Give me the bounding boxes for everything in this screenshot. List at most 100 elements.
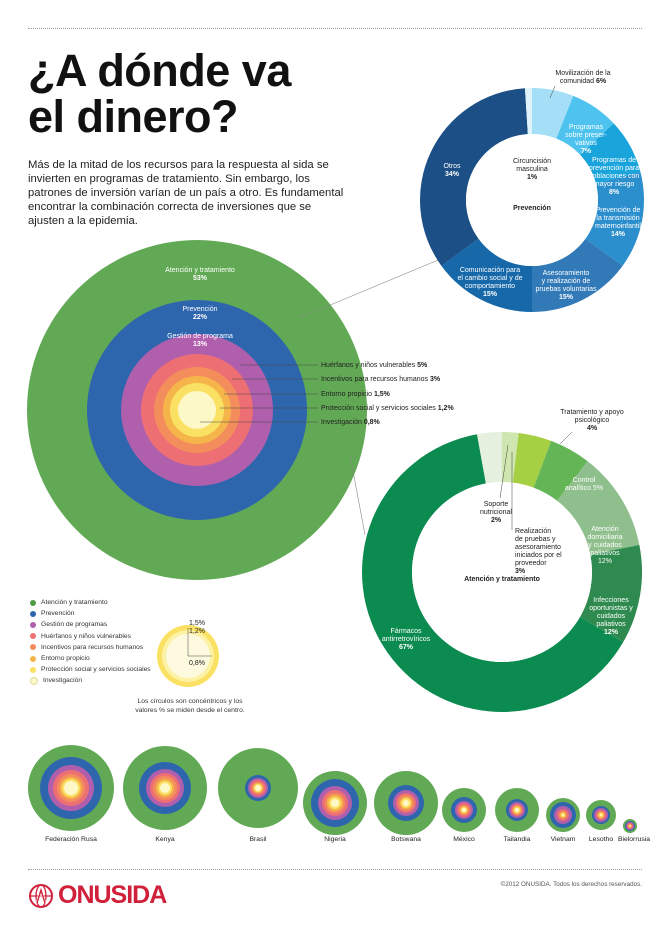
top-divider [28,28,642,29]
legend-item: Investigación [30,675,190,686]
legend: Atención y tratamiento Prevención Gestió… [30,597,190,687]
prevencion-slice-7 [524,88,532,135]
country-0-ring-7 [64,781,78,795]
legend-item: Entorno propicio [30,653,190,664]
svg-text:paliativos: paliativos [590,550,620,557]
prev-label-comunicacion: Comunicación para [460,267,520,274]
ring-investigacion [178,391,216,429]
prev-label-poblaciones: Programas de [592,157,636,164]
svg-text:maternoinfantil: maternoinfantil [595,223,641,230]
ring-label-atencion: Atención y tratamiento [165,267,235,274]
svg-text:la transmisión: la transmisión [596,215,639,222]
callout-incentivos: Incentivos para recursos humanos 3% [321,376,441,383]
legend-item: Prevención [30,608,190,619]
svg-text:de pruebas y: de pruebas y [515,536,556,543]
title-line-2: el dinero? [28,91,239,142]
prevencion-slice-5 [441,238,532,312]
legend-dot [30,655,36,662]
country-7-ring-7 [562,814,564,816]
aten-label-psicologico: Tratamiento y apoyo [560,409,624,416]
aten-label-control: Control [573,477,596,484]
aten-label-nutricional: Soporte [484,501,509,508]
callout-investigacion: Investigación 0,8% [321,419,381,426]
aten-label-infecciones: Infecciones [593,597,629,604]
svg-text:poblaciones con: poblaciones con [589,173,640,180]
legend-item: Incentivos para recursos humanos [30,642,190,653]
country-label: Vietnam [550,836,576,843]
country-4-ring-7 [403,800,409,806]
callout-entorno: Entorno propicio 1,5% [321,391,391,398]
prev-label-movilizacion-2: comunidad 6% [560,78,607,85]
callout-huerfanos: Huérfanos y niños vulnerables 5% [321,362,428,369]
prev-label-preservativos: Programas [569,124,604,131]
leader-movilizacion [549,85,556,99]
atencion-slice-1 [512,433,552,488]
svg-text:analítico 5%: analítico 5% [565,485,603,492]
svg-text:oportunistas y: oportunistas y [589,605,633,612]
logo-text: ONUSIDA [58,881,167,909]
legend-dot [30,633,36,640]
country-circles [28,745,637,835]
connector-prevencion [298,257,444,319]
svg-text:2%: 2% [491,517,502,524]
country-label: Tailandia [503,836,531,843]
atencion-slice-5 [361,434,624,712]
prev-label-pmtct: Prevención de [596,207,641,214]
svg-text:paliativos: paliativos [596,621,626,628]
prev-label-movilizacion: Movilización de la [555,70,610,77]
svg-text:asesoramiento: asesoramiento [515,544,561,551]
aten-label-pruebas: Realización [515,528,551,535]
svg-text:sobre preser-: sobre preser- [565,132,607,139]
ribbon-globe-icon [29,883,53,908]
country-label: Lesotho [588,836,614,843]
prevencion-center-title: Prevención [513,205,551,212]
prevencion-slice-2 [580,123,641,184]
legend-dot [30,610,36,617]
svg-text:prevención para: prevención para [589,165,639,172]
page-title: ¿A dónde va el dinero? [28,48,291,140]
svg-text:7%: 7% [581,148,592,155]
prevencion-slice-3 [585,172,645,266]
scale-diagram: 1,5% 1,2% 0,8% [157,620,219,687]
ring-label-prevencion: Prevención [182,306,217,313]
country-label: Nigeria [324,836,346,843]
aten-label-domiciliaria: Atención [591,526,618,533]
country-label: Bielorrusia [617,836,651,843]
country-9-ring-7 [629,825,631,827]
prevencion-hole [466,134,598,266]
prevencion-slice-4 [532,238,623,312]
country-label: Botswana [391,836,421,843]
svg-text:4%: 4% [587,425,598,432]
svg-text:8%: 8% [609,189,620,196]
callout-proteccion: Protección social y servicios sociales 1… [321,405,454,412]
mini-label-2: 1,2% [189,628,205,635]
atencion-slice-4 [579,544,642,642]
svg-text:el cambio social y de: el cambio social y de [458,275,523,282]
scale-note: Los círculos son concéntricos y los valo… [135,698,245,714]
legend-dot [30,666,36,673]
ring-label-gestion: Gestión de programa [167,333,233,340]
prevencion-slice-6 [419,88,528,266]
title-line-1: ¿A dónde va [28,45,291,96]
ring-value-prevencion: 22% [193,314,208,321]
ring-value-atencion: 53% [193,275,208,282]
atencion-slice-6 [477,432,502,484]
svg-text:3%: 3% [515,568,526,575]
svg-text:1%: 1% [527,174,538,181]
connector-atencion [349,454,366,536]
mini-label-3: 0,8% [189,660,205,667]
svg-text:iniciados por el: iniciados por el [515,552,562,559]
legend-item: Atención y tratamiento [30,597,190,608]
atencion-slice-2 [533,440,588,501]
intro-text: Más de la mitad de los recursos para la … [28,159,344,227]
country-label: México [453,836,475,843]
onusida-logo: ONUSIDA [28,881,167,910]
leader-nutricional [499,444,509,499]
country-6-ring-7 [515,808,519,812]
svg-text:cuidados: cuidados [597,613,626,620]
country-5-ring-7 [462,808,466,812]
svg-text:y cuidados: y cuidados [588,542,622,549]
svg-text:nutricional: nutricional [480,509,512,516]
svg-text:67%: 67% [399,644,414,651]
legend-dot [30,621,36,628]
